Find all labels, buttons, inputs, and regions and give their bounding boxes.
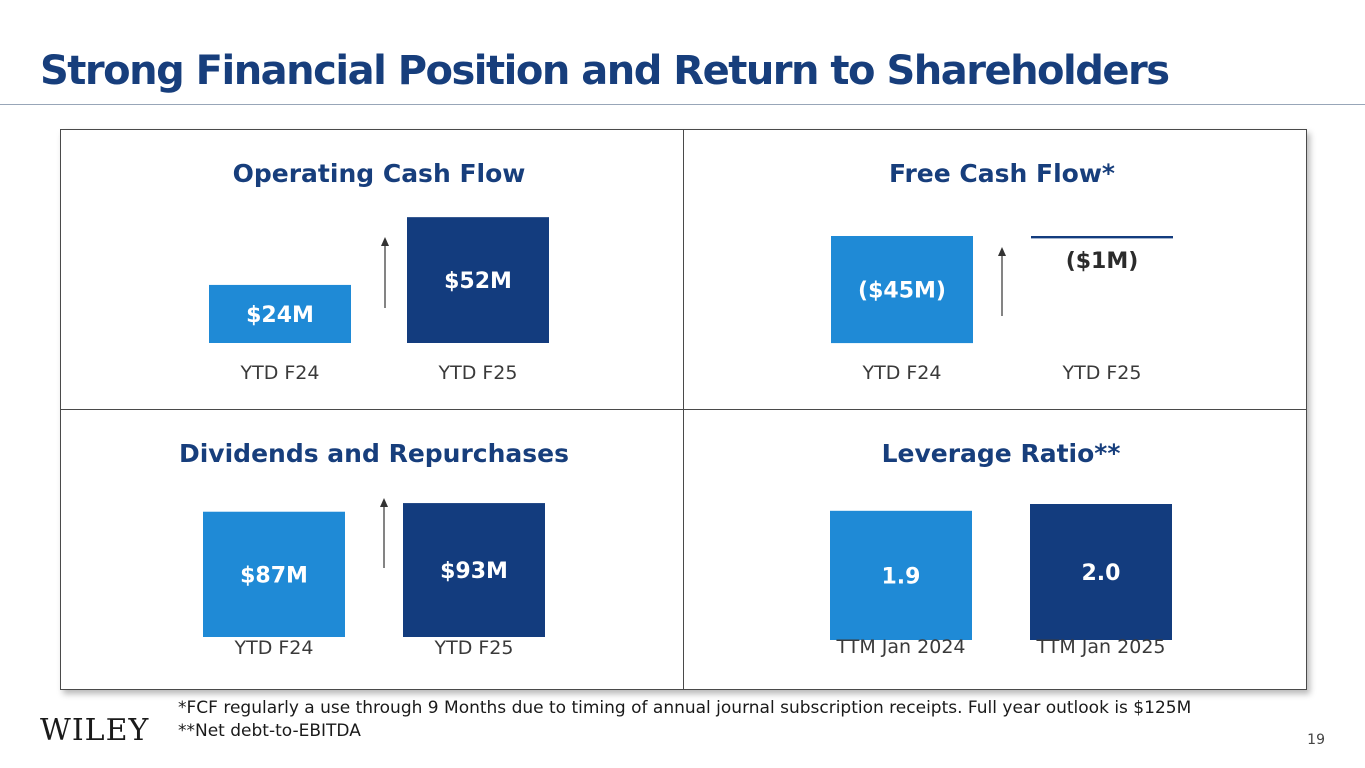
free-cash-flow-chart: Free Cash Flow* ($45M) YTD F24 ($1M) YTD F25 (831, 159, 1173, 384)
data-label-1: $93M (440, 559, 508, 584)
category-label-0: YTD F24 (234, 637, 314, 659)
category-label-1: TTM Jan 2025 (1036, 636, 1166, 658)
bar-1 (1030, 504, 1172, 640)
chart-title: Dividends and Repurchases (179, 439, 569, 468)
leverage-ratio-panel: Leverage Ratio** 1.9 TTM Jan 2024 2.0 TTM Ja… (684, 410, 1306, 690)
free-cash-flow-panel: Free Cash Flow* ($45M) YTD F24 ($1M) YTD F25 (684, 130, 1306, 410)
page-number: 19 (1307, 732, 1325, 748)
chart-title: Operating Cash Flow (233, 159, 526, 188)
data-label-1: ($1M) (1066, 249, 1139, 274)
bar-1 (403, 503, 545, 637)
bar-1 (1031, 236, 1173, 239)
dividends-repurchases-chart: Dividends and Repurchases $87M YTD F24 $93M… (179, 439, 569, 659)
bar-1 (407, 217, 549, 343)
category-label-0: YTD F24 (240, 362, 320, 384)
bar-0 (831, 236, 973, 344)
trend-arrow-head-icon (998, 247, 1006, 256)
page-title: Strong Financial Position and Return to … (40, 48, 1170, 94)
footnote-leverage: **Net debt-to-EBITDA (178, 721, 361, 741)
dividends-repurchases-panel: Dividends and Repurchases $87M YTD F24 $93M… (61, 410, 684, 690)
chart-grid: Operating Cash Flow $24M YTD F24 $52M YTD F2… (60, 129, 1307, 690)
leverage-ratio-chart: Leverage Ratio** 1.9 TTM Jan 2024 2.0 TTM Ja… (830, 439, 1172, 658)
data-label-1: 2.0 (1082, 561, 1121, 586)
title-divider (0, 104, 1365, 105)
logo-text: WILEY (40, 713, 150, 748)
trend-arrow-head-icon (381, 237, 389, 246)
category-label-1: YTD F25 (438, 362, 518, 384)
data-label-0: ($45M) (858, 279, 946, 304)
wiley-logo: WILEY (40, 713, 149, 748)
data-label-0: 1.9 (882, 564, 921, 589)
chart-title: Leverage Ratio** (882, 439, 1121, 468)
data-label-1: $52M (444, 269, 512, 294)
trend-arrow-head-icon (380, 498, 388, 507)
bar-0 (830, 510, 972, 640)
operating-cash-flow-chart: Operating Cash Flow $24M YTD F24 $52M YTD F2… (209, 159, 549, 384)
bar-0 (203, 511, 345, 637)
chart-title: Free Cash Flow* (889, 159, 1115, 188)
category-label-1: YTD F25 (434, 637, 514, 659)
bar-0 (209, 284, 351, 343)
operating-cash-flow-panel: Operating Cash Flow $24M YTD F24 $52M YTD F2… (61, 130, 684, 410)
category-label-0: TTM Jan 2024 (836, 636, 966, 658)
data-label-0: $24M (246, 303, 314, 328)
category-label-0: YTD F24 (862, 362, 942, 384)
footnote-fcf: *FCF regularly a use through 9 Months du… (178, 698, 1192, 718)
data-label-0: $87M (240, 563, 308, 588)
category-label-1: YTD F25 (1062, 362, 1142, 384)
